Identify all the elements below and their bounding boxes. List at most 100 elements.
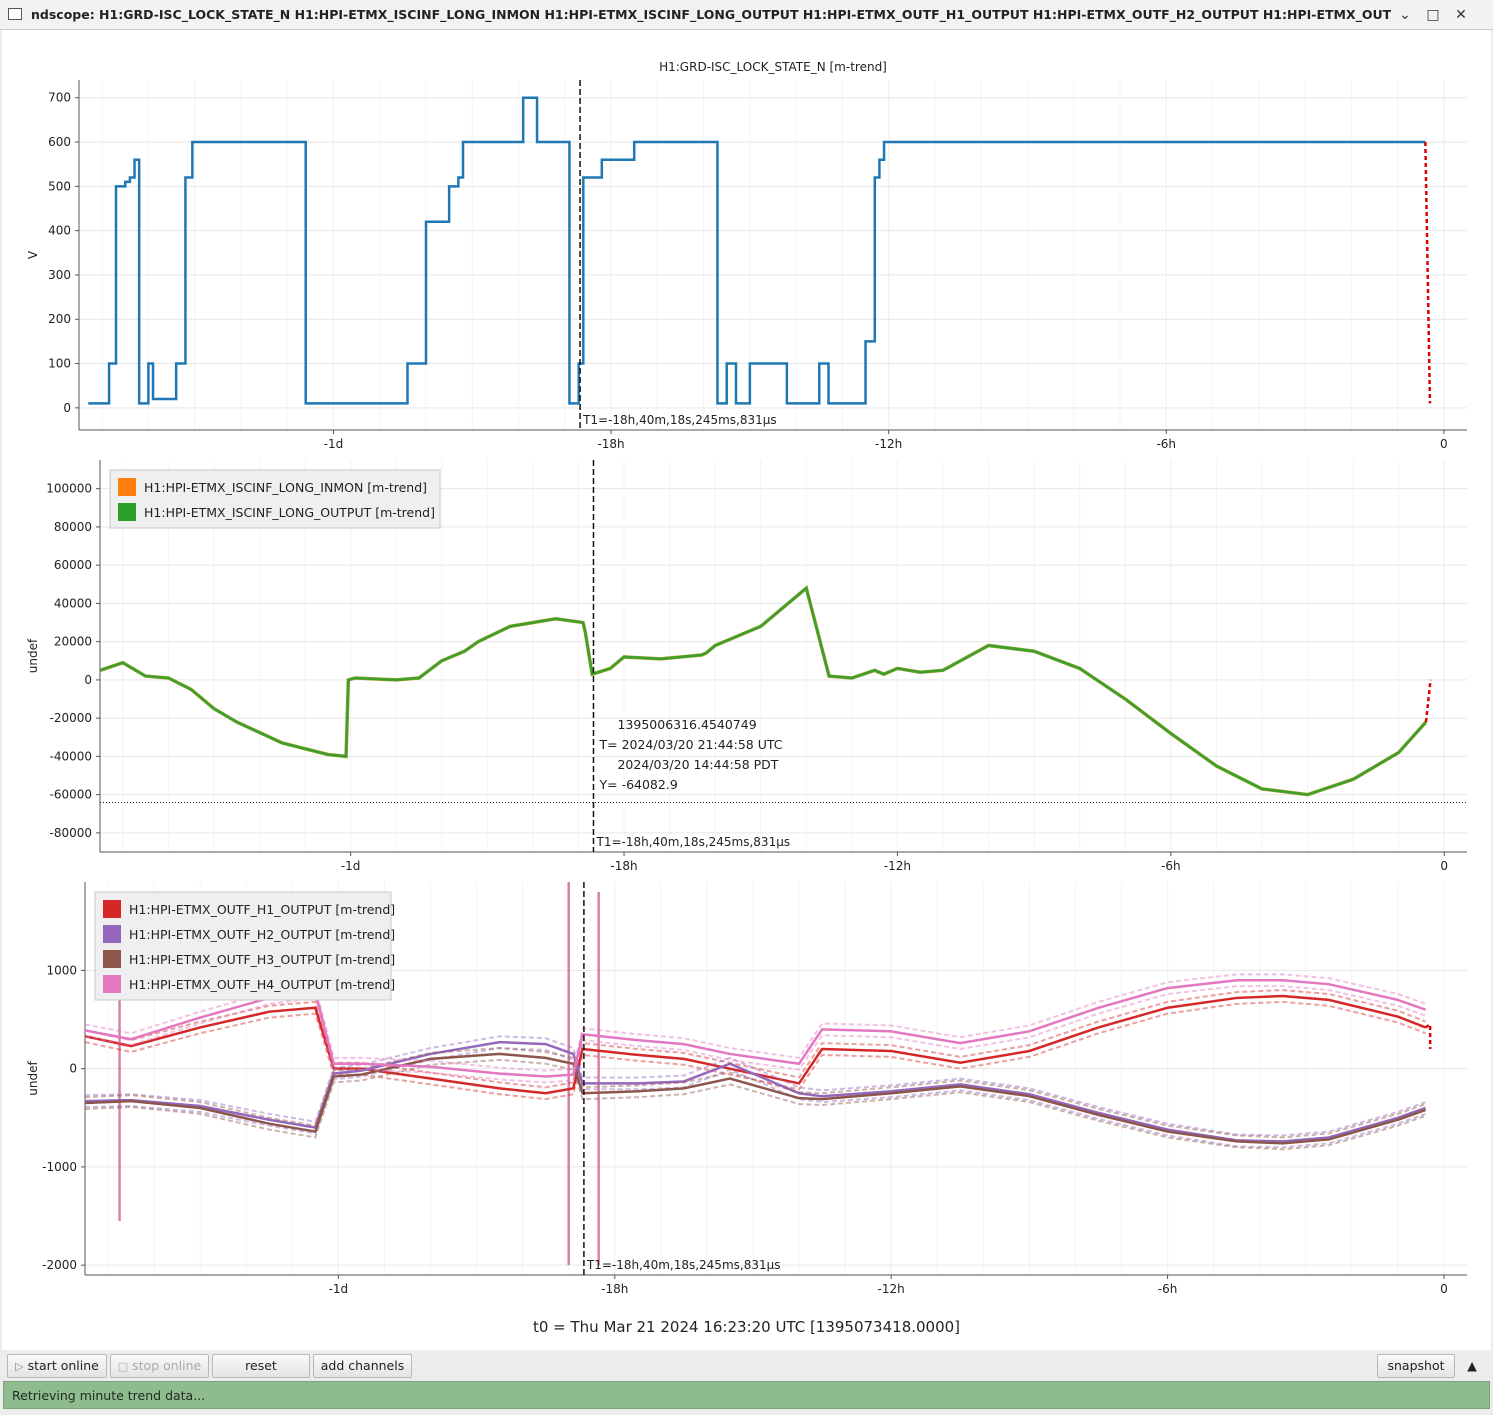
readout-gps: 1395006316.4540749 xyxy=(617,717,756,732)
y-tick-label: 0 xyxy=(69,1062,77,1076)
x-tick-label: 0 xyxy=(1440,1282,1448,1296)
window-title: ndscope: H1:GRD-ISC_LOCK_STATE_N H1:HPI-… xyxy=(31,7,1391,22)
y-tick-label: 500 xyxy=(48,179,71,193)
x-tick-label: -6h xyxy=(1161,859,1181,873)
series-min-envelope xyxy=(85,1058,1426,1151)
series-line-1 xyxy=(88,96,1426,405)
x-tick-label: -6h xyxy=(1158,1282,1178,1296)
y-axis-label: undef xyxy=(26,638,40,673)
y-tick-label: -1000 xyxy=(42,1160,77,1174)
x-tick-label: 0 xyxy=(1440,859,1448,873)
legend-swatch xyxy=(118,503,136,521)
series-max-envelope xyxy=(85,989,1426,1089)
x-tick-label: -18h xyxy=(610,859,637,873)
x-tick-label: -12h xyxy=(884,859,911,873)
series-line-3 xyxy=(85,1052,1426,1145)
legend-entry: H1:HPI-ETMX_OUTF_H2_OUTPUT [m-trend] xyxy=(129,927,395,942)
add-channels-button[interactable]: add channels xyxy=(313,1354,412,1378)
collapse-arrow-icon[interactable]: ▲ xyxy=(1467,1358,1477,1373)
series-line-2 xyxy=(100,585,1427,796)
y-tick-label: 600 xyxy=(48,135,71,149)
y-tick-label: 300 xyxy=(48,268,71,282)
legend-box xyxy=(109,469,441,529)
y-tick-label: 0 xyxy=(63,401,71,415)
readout-pdt: 2024/03/20 14:44:58 PDT xyxy=(617,757,778,772)
y-tick-label: -20000 xyxy=(49,711,92,725)
y-tick-label: 100 xyxy=(48,357,71,371)
legend-entry: H1:HPI-ETMX_ISCINF_LONG_INMON [m-trend] xyxy=(144,480,427,495)
x-tick-label: -6h xyxy=(1156,437,1176,451)
legend-entry: H1:HPI-ETMX_OUTF_H3_OUTPUT [m-trend] xyxy=(129,952,395,967)
title-bar: ndscope: H1:GRD-ISC_LOCK_STATE_N H1:HPI-… xyxy=(0,0,1493,30)
x-tick-label: -1d xyxy=(341,859,361,873)
legend-swatch xyxy=(118,478,136,496)
x-tick-label: -1d xyxy=(329,1282,349,1296)
y-tick-label: -60000 xyxy=(49,788,92,802)
cursor-t1-label: T1=-18h,40m,18s,245ms,831μs xyxy=(586,1258,781,1272)
series-line-4 xyxy=(85,979,1426,1078)
y-tick-label: 400 xyxy=(48,224,71,238)
pending-data-line xyxy=(1424,142,1432,404)
snapshot-button[interactable]: snapshot xyxy=(1377,1354,1455,1378)
plot-panel-2 xyxy=(96,460,1467,856)
plot-area[interactable]: 0 100 200 300 400 500 600 700 -1d -18h -12h -6h 0 V H1… xyxy=(2,30,1491,1350)
cursor-t1-label: T1=-18h,40m,18s,245ms,831μs xyxy=(582,413,777,427)
plot-panel-1 xyxy=(75,80,1467,434)
series-group xyxy=(85,882,1432,1266)
stop-online-button[interactable]: □ stop online xyxy=(110,1354,209,1378)
y-tick-label: 100000 xyxy=(46,482,92,496)
close-button[interactable]: ✕ xyxy=(1455,7,1467,23)
legend-box xyxy=(94,891,392,1001)
start-online-button[interactable]: ▷ start online xyxy=(7,1354,107,1378)
series-line-1 xyxy=(85,994,1426,1095)
y-axis-label: V xyxy=(26,250,40,259)
x-tick-label: -18h xyxy=(601,1282,628,1296)
y-tick-label: 40000 xyxy=(54,596,92,610)
stop-online-label: stop online xyxy=(132,1358,202,1373)
reset-button[interactable]: reset xyxy=(212,1354,310,1378)
series-min-envelope xyxy=(85,1000,1426,1101)
x-tick-label: -1d xyxy=(324,437,344,451)
stop-icon: □ xyxy=(117,1360,129,1373)
legend-entry: H1:HPI-ETMX_OUTF_H1_OUTPUT [m-trend] xyxy=(129,902,395,917)
status-text: Retrieving minute trend data... xyxy=(12,1388,206,1403)
maximize-button[interactable]: □ xyxy=(1426,7,1440,23)
y-tick-label: -2000 xyxy=(42,1258,77,1272)
legend-entry: H1:HPI-ETMX_OUTF_H4_OUTPUT [m-trend] xyxy=(129,977,395,992)
cursor-t1-label: T1=-18h,40m,18s,245ms,831μs xyxy=(595,835,790,849)
legend-swatch xyxy=(103,900,121,918)
y-tick-label: 0 xyxy=(84,673,92,687)
plots-canvas[interactable]: 0 100 200 300 400 500 600 700 -1d -18h -12h -6h 0 V H1… xyxy=(2,30,1491,1320)
x-tick-label: -18h xyxy=(597,437,624,451)
play-icon: ▷ xyxy=(15,1360,24,1373)
readout-y-value: Y= -64082.9 xyxy=(598,777,677,792)
readout-utc: T= 2024/03/20 21:44:58 UTC xyxy=(598,737,782,752)
series-max-envelope xyxy=(85,1035,1426,1137)
plot-title: H1:GRD-ISC_LOCK_STATE_N [m-trend] xyxy=(659,60,887,74)
y-tick-label: 80000 xyxy=(54,520,92,534)
y-axis-label: undef xyxy=(26,1061,40,1096)
start-online-label: start online xyxy=(27,1358,99,1373)
app-icon xyxy=(8,8,22,20)
legend-swatch xyxy=(103,925,121,943)
legend-swatch xyxy=(103,950,121,968)
x-tick-label: -12h xyxy=(875,437,902,451)
y-tick-label: -80000 xyxy=(49,826,92,840)
y-tick-label: 1000 xyxy=(46,963,77,977)
series-group xyxy=(88,96,1432,405)
x-tick-label: 0 xyxy=(1440,437,1448,451)
legend-swatch xyxy=(103,975,121,993)
pending-data-line xyxy=(1424,1022,1432,1050)
y-tick-label: 20000 xyxy=(54,635,92,649)
series-group xyxy=(100,584,1432,797)
minimize-button[interactable]: ⌄ xyxy=(1399,7,1411,23)
series-max-envelope xyxy=(85,1047,1426,1139)
y-tick-label: 60000 xyxy=(54,558,92,572)
y-tick-label: 700 xyxy=(48,91,71,105)
status-bar: Retrieving minute trend data... xyxy=(3,1381,1490,1409)
t0-label: t0 = Thu Mar 21 2024 16:23:20 UTC [13950… xyxy=(532,1318,961,1336)
plot-panel-3 xyxy=(81,882,1467,1279)
y-tick-label: 200 xyxy=(48,312,71,326)
x-tick-label: -12h xyxy=(878,1282,905,1296)
pending-data-line xyxy=(1424,679,1432,723)
